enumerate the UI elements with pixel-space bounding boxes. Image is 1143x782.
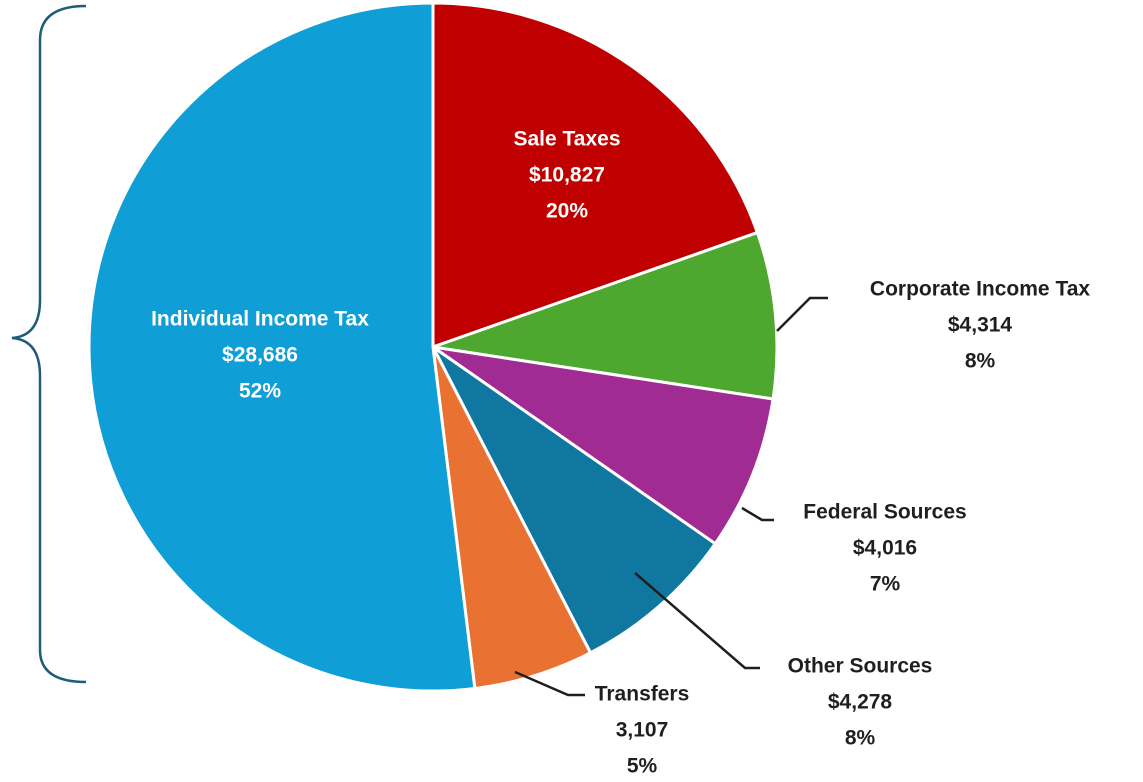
slice-label-value: $4,016 <box>853 537 917 560</box>
slice-label-name: Individual Income Tax <box>151 308 369 331</box>
pie-slice <box>431 345 775 546</box>
leader-line <box>776 296 828 332</box>
pie-slice <box>431 231 779 401</box>
slice-label-percent: 8% <box>845 727 876 750</box>
leader-line <box>514 670 585 697</box>
bracket <box>11 4 87 684</box>
slice-label-percent: 20% <box>546 200 588 223</box>
slice-label-name: Sale Taxes <box>513 128 620 151</box>
slice-label-value: $28,686 <box>222 344 298 367</box>
slice-label-percent: 7% <box>870 573 901 596</box>
pie-slice <box>431 345 717 655</box>
slice-label-percent: 52% <box>239 380 281 403</box>
slice-label-value: $4,278 <box>828 691 893 714</box>
slice-label-value: $10,827 <box>529 164 605 187</box>
slice-label-name: Federal Sources <box>803 501 966 524</box>
pie-slice <box>87 1 477 693</box>
leader-line <box>741 506 774 522</box>
slice-label-value: $4,314 <box>948 314 1013 337</box>
slice-label-name: Other Sources <box>788 655 933 678</box>
slice-label-value: 3,107 <box>616 719 669 742</box>
slice-label-percent: 8% <box>965 350 996 373</box>
slice-label-name: Transfers <box>595 683 690 706</box>
slice-label-name: Corporate Income Tax <box>870 278 1090 301</box>
leader-line <box>634 572 760 670</box>
slice-label-percent: 5% <box>627 755 658 778</box>
